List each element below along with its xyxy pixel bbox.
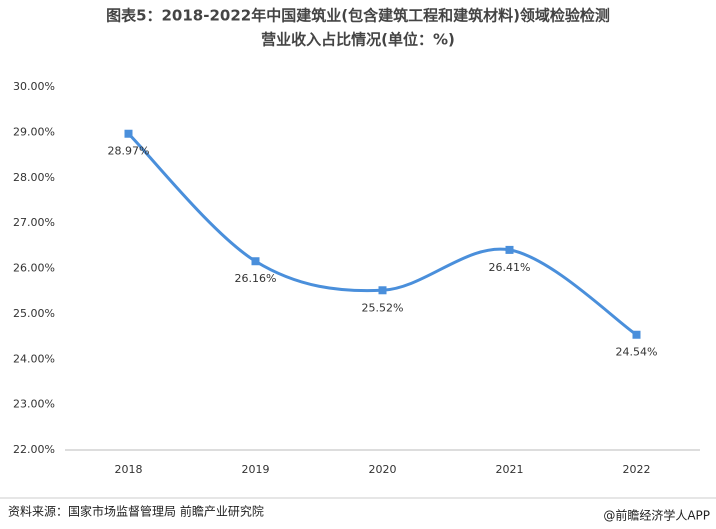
y-tick-label: 28.00%	[13, 171, 55, 184]
y-tick-label: 26.00%	[13, 262, 55, 275]
data-label: 28.97%	[108, 145, 150, 158]
source: 资料来源：国家市场监督管理局 前瞻产业研究院	[8, 504, 264, 519]
chart-title: 图表5：2018-2022年中国建筑业(包含建筑工程和建筑材料)领域检验检测	[106, 7, 610, 25]
data-label: 26.41%	[489, 261, 531, 274]
data-label: 24.54%	[616, 346, 658, 359]
y-tick-label: 25.00%	[13, 307, 55, 320]
y-tick-label: 30.00%	[13, 80, 55, 93]
data-label: 25.52%	[362, 301, 404, 314]
point	[124, 129, 133, 138]
y-tick-label: 23.00%	[13, 398, 55, 411]
chart-title: 营业收入占比情况(单位：%)	[261, 31, 455, 49]
point	[632, 330, 641, 339]
y-tick-label: 24.00%	[13, 352, 55, 365]
x-tick-label: 2020	[369, 463, 397, 476]
point	[378, 286, 387, 295]
y-tick-label: 29.00%	[13, 125, 55, 138]
y-tick-label: 27.00%	[13, 216, 55, 229]
y-tick-label: 22.00%	[13, 443, 55, 456]
point	[505, 245, 514, 254]
point	[251, 257, 260, 266]
x-tick-label: 2018	[115, 463, 143, 476]
x-tick-label: 2019	[242, 463, 270, 476]
x-tick-label: 2021	[496, 463, 524, 476]
credit: @前瞻经济学人APP	[603, 508, 710, 523]
x-tick-label: 2022	[623, 463, 651, 476]
data-label: 26.16%	[235, 272, 277, 285]
